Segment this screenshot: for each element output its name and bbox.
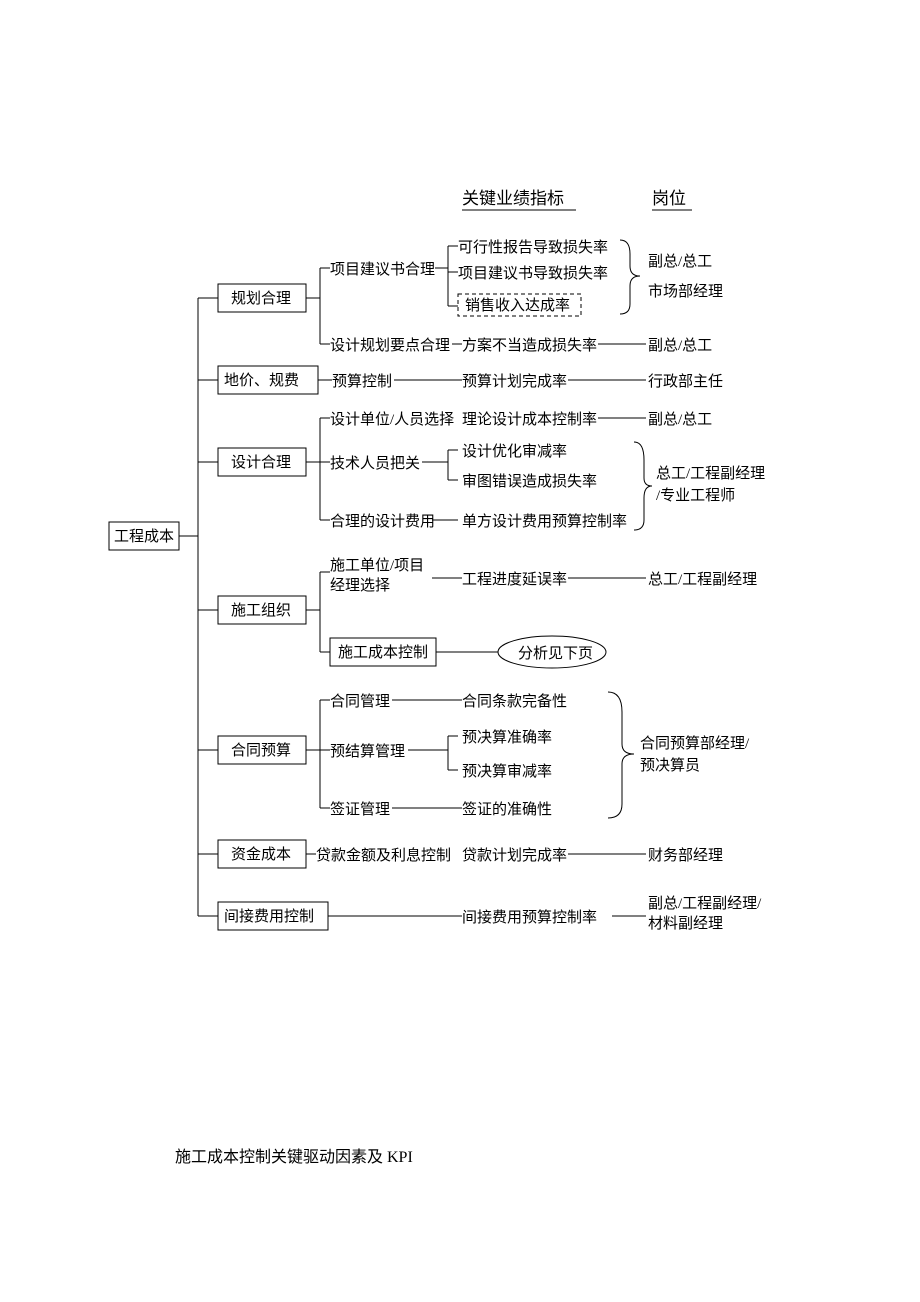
- n5-c3-label: 签证管理: [330, 801, 390, 818]
- n2-kpi: 预算计划完成率: [462, 372, 567, 390]
- l1-n3-label: 设计合理: [231, 454, 291, 471]
- n6-c1-label: 贷款金额及利息控制: [316, 847, 451, 864]
- l1-n2-label: 地价、规费: [224, 372, 299, 389]
- n5b-k2: 预决算审减率: [462, 762, 552, 780]
- pos-p7-l2: 材料副经理: [648, 915, 723, 932]
- n3-c3-label: 合理的设计费用: [330, 513, 435, 530]
- pos-p4a: 总工/工程副经理: [648, 571, 757, 588]
- n4-c1-l2: 经理选择: [330, 577, 390, 594]
- n5-c2-label: 预结算管理: [330, 742, 405, 760]
- n3b-k1: 设计优化审减率: [462, 443, 567, 460]
- pos-p7-l1: 副总/工程副经理/: [648, 895, 762, 912]
- l1-n6-label: 资金成本: [231, 846, 291, 863]
- n3-c1-label: 设计单位/人员选择: [330, 411, 454, 428]
- n3c-k1: 单方设计费用预算控制率: [462, 512, 627, 530]
- l1-n7-label: 间接费用控制: [224, 908, 314, 925]
- l1-n5-label: 合同预算: [231, 741, 291, 759]
- pos-p1b: 副总/总工: [648, 337, 712, 354]
- n4a-k1: 工程进度延误率: [462, 571, 567, 588]
- pos-p3a: 副总/总工: [648, 411, 712, 428]
- n4-c2-label: 施工成本控制: [338, 644, 428, 661]
- pos-p3b-l2: /专业工程师: [656, 487, 735, 504]
- n1a-k2: 项目建议书导致损失率: [458, 265, 608, 282]
- pos-p2: 行政部主任: [648, 373, 723, 390]
- n5a-k1: 合同条款完备性: [462, 693, 567, 710]
- n3-brace: [634, 442, 652, 530]
- n5-brace: [608, 692, 634, 818]
- n3a-k1: 理论设计成本控制率: [462, 411, 597, 428]
- n1a-k1: 可行性报告导致损失率: [458, 239, 608, 256]
- pos-p1-l1: 副总/总工: [648, 253, 712, 270]
- n1-c2-label: 设计规划要点合理: [330, 337, 450, 354]
- n5-c1-label: 合同管理: [330, 693, 390, 710]
- pos-p3b-l1: 总工/工程副经理: [656, 465, 765, 482]
- n4b-k1: 分析见下页: [518, 645, 593, 662]
- n1-c1-label: 项目建议书合理: [330, 261, 435, 278]
- n3b-k2: 审图错误造成损失率: [462, 473, 597, 490]
- n1-brace: [620, 240, 640, 314]
- pos-p1-l2: 市场部经理: [648, 283, 723, 300]
- pos-p6: 财务部经理: [648, 847, 723, 864]
- footer-text: 施工成本控制关键驱动因素及 KPI: [175, 1148, 413, 1166]
- root-label: 工程成本: [114, 528, 174, 545]
- l1-n4-label: 施工组织: [231, 602, 291, 619]
- n7-kpi: 间接费用预算控制率: [462, 908, 597, 926]
- n6-kpi: 贷款计划完成率: [462, 847, 567, 864]
- n1a-k3: 销售收入达成率: [465, 297, 570, 314]
- n4-c1-l1: 施工单位/项目: [330, 557, 424, 574]
- header-position: 岗位: [652, 189, 686, 208]
- n1b-k1: 方案不当造成损失率: [462, 336, 597, 354]
- n5c-k1: 签证的准确性: [462, 801, 552, 818]
- pos-p5-l2: 预决算员: [640, 756, 700, 774]
- header-kpi: 关键业绩指标: [462, 189, 564, 208]
- n2-c1-label: 预算控制: [332, 372, 392, 390]
- pos-p5-l1: 合同预算部经理/: [640, 734, 750, 752]
- n5b-k1: 预决算准确率: [462, 728, 552, 746]
- l1-n1-label: 规划合理: [231, 290, 291, 307]
- n3-c2-label: 技术人员把关: [330, 455, 420, 472]
